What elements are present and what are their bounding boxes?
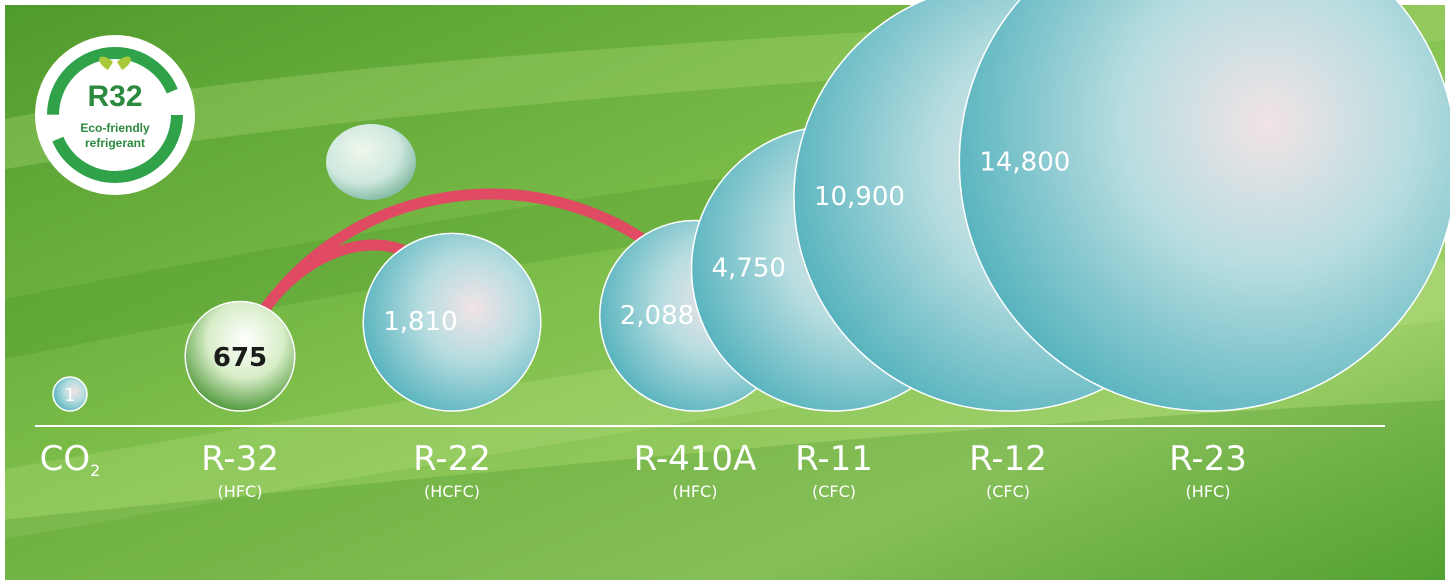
category-label-r-410a: R-410A	[634, 439, 757, 479]
category-label-r-11: R-11	[795, 439, 873, 479]
type-label-r-11: (CFC)	[812, 482, 856, 501]
value-label-r-11: 4,750	[712, 254, 786, 284]
bubble-r-23	[958, 0, 1450, 412]
bubble-co	[52, 376, 88, 412]
value-label-r-23: 14,800	[979, 147, 1070, 177]
badge-line2: refrigerant	[85, 136, 145, 150]
value-label-r-12: 10,900	[814, 182, 905, 212]
bubble-r-22	[362, 232, 542, 412]
type-label-r-23: (HFC)	[1186, 482, 1231, 501]
bubbles-layer: 1 675 1,810 2,088 4,750 10,900 14,800	[52, 0, 1450, 412]
category-label-r-12: R-12	[969, 439, 1047, 479]
value-label-r-32: 675	[213, 343, 267, 373]
badge-logo-text: R32	[87, 80, 142, 113]
category-label-r-23: R-23	[1169, 439, 1247, 479]
type-label-r-410a: (HFC)	[673, 482, 718, 501]
value-label-r-410a: 2,088	[620, 301, 694, 331]
leaf-icon	[99, 56, 113, 70]
type-label-r-22: (HCFC)	[424, 482, 480, 501]
category-label-r-32: R-32	[201, 439, 279, 479]
r32-eco-badge: R32 Eco-friendly refrigerant	[35, 35, 195, 195]
labels-layer: CO2 R-32(HFC)R-22(HCFC)R-410A(HFC)R-11(CF…	[40, 439, 1247, 501]
bubble-r-32	[184, 300, 296, 412]
type-label-r-12: (CFC)	[986, 482, 1030, 501]
value-label-co: 1	[64, 385, 75, 406]
category-label-r-22: R-22	[413, 439, 491, 479]
water-drop-icon	[326, 124, 416, 200]
type-label-r-32: (HFC)	[218, 482, 263, 501]
value-label-r-22: 1,810	[383, 307, 457, 337]
arrow-r-410a-to-r-32	[233, 188, 689, 361]
badge-line1: Eco-friendly	[80, 121, 150, 135]
